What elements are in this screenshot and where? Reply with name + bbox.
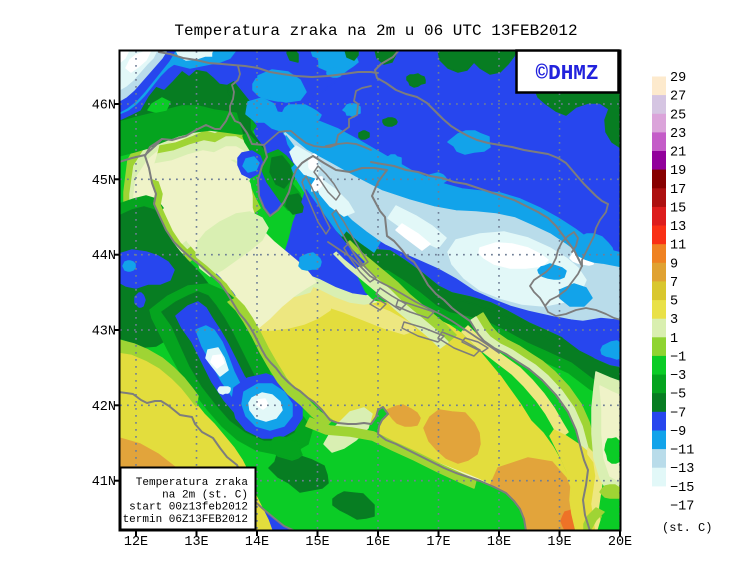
- svg-text:13E: 13E: [184, 535, 208, 550]
- svg-text:19E: 19E: [547, 535, 571, 550]
- svg-text:−3: −3: [670, 369, 686, 384]
- svg-text:start 00z13feb2012: start 00z13feb2012: [129, 502, 248, 514]
- svg-text:43N: 43N: [92, 325, 116, 340]
- svg-text:15: 15: [670, 201, 686, 216]
- svg-text:−9: −9: [670, 425, 686, 440]
- svg-text:13: 13: [670, 220, 686, 235]
- svg-text:17: 17: [670, 183, 686, 198]
- svg-text:−13: −13: [670, 462, 694, 477]
- svg-text:18E: 18E: [487, 535, 511, 550]
- svg-text:9: 9: [670, 257, 678, 272]
- svg-text:17E: 17E: [426, 535, 450, 550]
- svg-text:−7: −7: [670, 406, 686, 421]
- svg-text:14E: 14E: [245, 535, 269, 550]
- svg-text:44N: 44N: [92, 249, 116, 264]
- svg-text:termin 06Z13FEB2012: termin 06Z13FEB2012: [123, 514, 248, 526]
- svg-text:7: 7: [670, 276, 678, 291]
- svg-text:23: 23: [670, 127, 686, 142]
- svg-text:−1: −1: [670, 350, 686, 365]
- svg-text:−5: −5: [670, 388, 686, 403]
- svg-text:25: 25: [670, 108, 686, 123]
- svg-text:19: 19: [670, 164, 686, 179]
- svg-text:na 2m (st. C): na 2m (st. C): [162, 489, 248, 501]
- svg-text:Temperatura zraka na 2m u 06 U: Temperatura zraka na 2m u 06 UTC 13FEB20…: [174, 22, 577, 40]
- svg-text:15E: 15E: [305, 535, 329, 550]
- svg-text:−17: −17: [670, 500, 694, 515]
- svg-text:46N: 46N: [92, 99, 116, 114]
- svg-text:−11: −11: [670, 444, 694, 459]
- svg-text:27: 27: [670, 90, 686, 105]
- svg-text:©DHMZ: ©DHMZ: [535, 63, 598, 86]
- svg-text:1: 1: [670, 332, 678, 347]
- svg-text:Temperatura zraka: Temperatura zraka: [136, 477, 249, 489]
- svg-text:11: 11: [670, 239, 686, 254]
- svg-text:45N: 45N: [92, 174, 116, 189]
- svg-text:29: 29: [670, 71, 686, 86]
- svg-text:16E: 16E: [366, 535, 390, 550]
- svg-text:21: 21: [670, 146, 686, 161]
- svg-text:−15: −15: [670, 481, 694, 496]
- svg-text:20E: 20E: [608, 535, 632, 550]
- svg-text:42N: 42N: [92, 400, 116, 415]
- svg-text:(st. C): (st. C): [662, 521, 712, 535]
- svg-text:3: 3: [670, 313, 678, 328]
- svg-text:5: 5: [670, 295, 678, 310]
- svg-text:41N: 41N: [92, 475, 116, 490]
- svg-text:12E: 12E: [124, 535, 148, 550]
